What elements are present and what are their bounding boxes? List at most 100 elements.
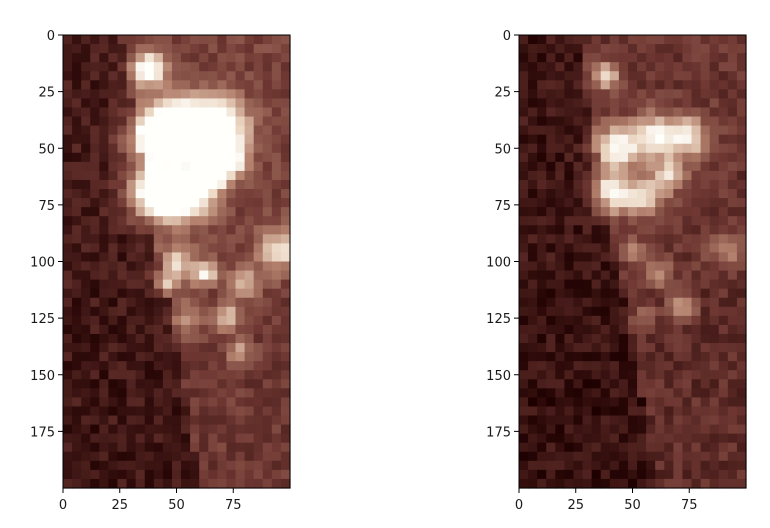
heatmap-cell	[637, 343, 647, 353]
heatmap-cell	[564, 80, 575, 90]
heatmap-cell	[162, 361, 173, 371]
heatmap-cell	[271, 62, 282, 72]
heatmap-cell	[208, 406, 218, 417]
heatmap-cell	[682, 53, 693, 63]
heatmap-cell	[627, 189, 638, 199]
heatmap-cell	[673, 143, 684, 154]
heatmap-cell	[226, 207, 237, 217]
heatmap-cell	[153, 35, 164, 45]
heatmap-cell	[90, 207, 100, 217]
heatmap-cell	[700, 207, 711, 217]
heatmap-cell	[600, 161, 611, 172]
heatmap-cell	[528, 361, 538, 371]
heatmap-cell	[235, 433, 246, 444]
heatmap-cell	[235, 388, 246, 398]
heatmap-cell	[280, 270, 291, 281]
heatmap-cell	[655, 406, 665, 417]
heatmap-cell	[555, 343, 565, 353]
heatmap-cell	[144, 35, 155, 45]
heatmap-cell	[81, 243, 91, 254]
heatmap-cell	[280, 53, 291, 63]
heatmap-cell	[546, 324, 556, 335]
heatmap-cell	[144, 388, 155, 398]
heatmap-cell	[208, 270, 218, 281]
heatmap-cell	[600, 71, 611, 81]
heatmap-cell	[736, 189, 747, 199]
heatmap-cell	[190, 460, 200, 471]
heatmap-cell	[126, 415, 137, 426]
heatmap-cell	[126, 207, 137, 217]
heatmap-cell	[609, 460, 620, 471]
heatmap-cell	[727, 225, 738, 235]
heatmap-cell	[718, 71, 729, 81]
heatmap-cell	[162, 116, 173, 127]
heatmap-cell	[709, 107, 720, 118]
heatmap-cell	[117, 279, 128, 290]
heatmap-cell	[673, 134, 684, 145]
y-tick-label: 125	[486, 312, 511, 327]
heatmap-cell	[235, 288, 246, 299]
heatmap-cell	[171, 370, 182, 380]
heatmap-cell	[519, 261, 529, 272]
heatmap-cell	[573, 152, 584, 163]
heatmap-cell	[673, 252, 684, 263]
heatmap-cell	[235, 442, 246, 453]
heatmap-cell	[637, 379, 647, 389]
heatmap-cell	[144, 252, 155, 263]
y-tick-label: 100	[30, 256, 55, 271]
heatmap-cell	[153, 71, 164, 81]
heatmap-cell	[90, 53, 100, 63]
heatmap-cell	[72, 143, 82, 154]
heatmap-cell	[108, 324, 119, 335]
heatmap-cell	[171, 397, 182, 408]
heatmap-cell	[682, 460, 693, 471]
heatmap-cell	[99, 469, 109, 480]
heatmap-cell	[108, 134, 119, 145]
heatmap-cell	[682, 234, 693, 244]
heatmap-cell	[609, 252, 620, 263]
heatmap-cell	[226, 352, 237, 362]
heatmap-cell	[591, 143, 602, 154]
heatmap-cell	[117, 89, 128, 100]
heatmap-cell	[646, 261, 656, 272]
heatmap-cell	[226, 261, 237, 272]
heatmap-cell	[190, 478, 200, 489]
heatmap-cell	[655, 333, 665, 344]
heatmap-cell	[99, 234, 109, 244]
heatmap-cell	[271, 469, 282, 480]
heatmap-cell	[226, 478, 237, 489]
heatmap-cell	[235, 62, 246, 72]
heatmap-cell	[691, 478, 702, 489]
heatmap-cell	[199, 189, 209, 199]
heatmap-cell	[190, 379, 200, 389]
heatmap-cell	[682, 279, 693, 290]
heatmap-cell	[90, 216, 100, 226]
heatmap-cell	[235, 270, 246, 281]
heatmap-cell	[126, 297, 137, 308]
heatmap-cell	[718, 460, 729, 471]
heatmap-cell	[555, 107, 565, 118]
heatmap-cell	[709, 152, 720, 163]
heatmap-cell	[618, 361, 629, 371]
heatmap-cell	[190, 306, 200, 317]
heatmap-cell	[126, 478, 137, 489]
heatmap-cell	[537, 460, 547, 471]
heatmap-cell	[618, 315, 629, 326]
heatmap-cell	[181, 460, 191, 471]
heatmap-cell	[537, 207, 547, 217]
heatmap-cell	[153, 397, 164, 408]
heatmap-cell	[262, 415, 273, 426]
heatmap-cell	[718, 451, 729, 462]
heatmap-cell	[682, 397, 693, 408]
heatmap-cell	[700, 370, 711, 380]
heatmap-cell	[664, 270, 674, 281]
heatmap-cell	[591, 297, 602, 308]
heatmap-cell	[135, 225, 146, 235]
heatmap-cell	[90, 107, 100, 118]
heatmap-cell	[90, 379, 100, 389]
heatmap-cell	[573, 170, 584, 181]
heatmap-cell	[108, 261, 119, 272]
heatmap-cell	[190, 433, 200, 444]
heatmap-cell	[600, 442, 611, 453]
